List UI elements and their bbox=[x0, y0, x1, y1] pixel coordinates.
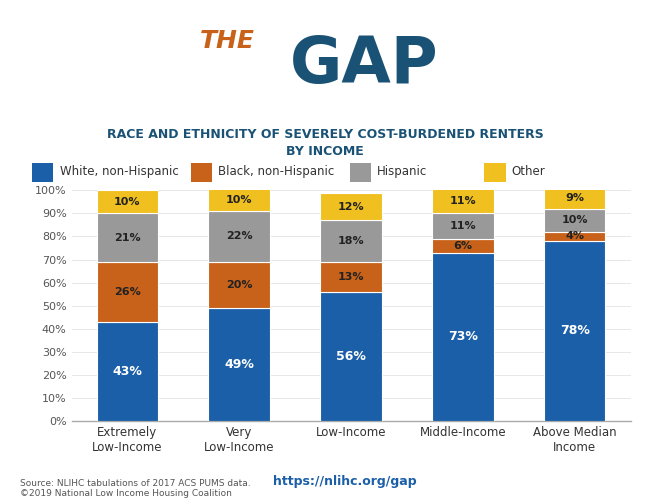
Bar bbox=[544, 232, 605, 241]
Text: 18%: 18% bbox=[338, 236, 364, 246]
Bar bbox=[320, 220, 382, 262]
Text: 10%: 10% bbox=[562, 215, 588, 225]
Text: 73%: 73% bbox=[448, 330, 478, 343]
Text: 6%: 6% bbox=[453, 240, 473, 250]
Bar bbox=[544, 241, 605, 421]
Text: 11%: 11% bbox=[450, 221, 476, 231]
Text: 49%: 49% bbox=[224, 358, 254, 371]
Bar bbox=[97, 322, 158, 421]
Bar bbox=[209, 308, 270, 421]
Text: THE: THE bbox=[200, 29, 255, 53]
Text: 78%: 78% bbox=[560, 325, 590, 338]
Text: GAP: GAP bbox=[290, 34, 438, 96]
Text: 9%: 9% bbox=[565, 193, 584, 203]
FancyBboxPatch shape bbox=[191, 162, 213, 182]
Bar bbox=[544, 188, 605, 209]
Bar bbox=[432, 253, 493, 421]
Text: 11%: 11% bbox=[450, 196, 476, 206]
Bar bbox=[432, 188, 493, 213]
Bar bbox=[320, 262, 382, 292]
Text: 13%: 13% bbox=[338, 272, 364, 282]
Bar bbox=[209, 188, 270, 211]
Bar bbox=[209, 262, 270, 308]
Bar bbox=[432, 239, 493, 253]
Text: https://nlihc.org/gap: https://nlihc.org/gap bbox=[273, 475, 417, 488]
Bar bbox=[544, 209, 605, 232]
Text: 10%: 10% bbox=[114, 197, 140, 207]
Bar bbox=[320, 193, 382, 220]
Text: Source: NLIHC tabulations of 2017 ACS PUMS data.
©2019 National Low Income Housi: Source: NLIHC tabulations of 2017 ACS PU… bbox=[20, 479, 250, 498]
Text: 4%: 4% bbox=[565, 231, 584, 241]
Bar bbox=[320, 292, 382, 421]
Text: Hispanic: Hispanic bbox=[377, 165, 428, 178]
Text: 56%: 56% bbox=[336, 350, 366, 363]
Bar bbox=[97, 190, 158, 213]
Text: Other: Other bbox=[512, 165, 545, 178]
Text: 12%: 12% bbox=[338, 201, 364, 211]
Bar bbox=[97, 262, 158, 322]
Bar bbox=[432, 213, 493, 239]
Bar bbox=[209, 211, 270, 262]
Text: 22%: 22% bbox=[226, 231, 252, 241]
FancyBboxPatch shape bbox=[350, 162, 371, 182]
Text: 21%: 21% bbox=[114, 232, 140, 242]
Bar bbox=[97, 213, 158, 262]
FancyBboxPatch shape bbox=[32, 162, 53, 182]
Text: White, non-Hispanic: White, non-Hispanic bbox=[60, 165, 178, 178]
Text: 26%: 26% bbox=[114, 287, 141, 297]
Text: RACE AND ETHNICITY OF SEVERELY COST-BURDENED RENTERS
BY INCOME: RACE AND ETHNICITY OF SEVERELY COST-BURD… bbox=[107, 128, 543, 158]
Text: 43%: 43% bbox=[112, 365, 142, 378]
Text: 20%: 20% bbox=[226, 280, 252, 290]
Text: Black, non-Hispanic: Black, non-Hispanic bbox=[218, 165, 335, 178]
Text: 10%: 10% bbox=[226, 194, 252, 204]
FancyBboxPatch shape bbox=[484, 162, 506, 182]
